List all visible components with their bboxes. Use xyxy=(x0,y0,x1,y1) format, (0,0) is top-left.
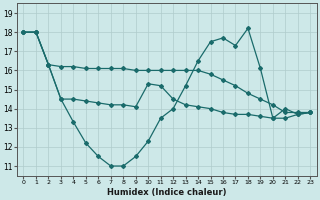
X-axis label: Humidex (Indice chaleur): Humidex (Indice chaleur) xyxy=(107,188,227,197)
